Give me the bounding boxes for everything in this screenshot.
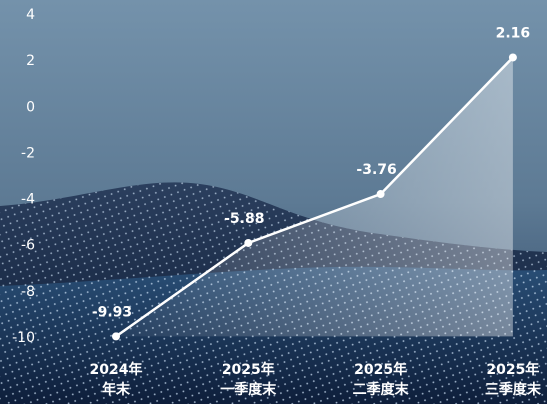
value-label: 2.16: [496, 25, 531, 41]
y-tick-label: 0: [26, 99, 35, 115]
y-tick-label: -4: [21, 192, 35, 208]
point: [508, 53, 517, 62]
value-label: -5.88: [224, 211, 264, 227]
x-tick-label: 2024年: [90, 361, 143, 378]
value-label: -9.93: [92, 304, 132, 320]
y-tick-label: 4: [26, 7, 35, 23]
y-tick-label: -2: [21, 145, 35, 161]
y-tick-label: 2: [26, 53, 35, 69]
x-tick-label: 一季度末: [220, 381, 277, 398]
point: [376, 190, 385, 199]
x-tick-label: 三季度末: [485, 381, 542, 398]
y-tick-label: -10: [12, 330, 35, 346]
x-tick-label: 2025年: [354, 361, 407, 378]
y-tick-label: -8: [21, 284, 35, 300]
line: [115, 56, 514, 338]
x-tick-label: 二季度末: [353, 381, 410, 398]
y-tick-label: -6: [21, 238, 35, 254]
value-label: -3.76: [356, 162, 396, 178]
x-tick-label: 年末: [102, 381, 131, 398]
x-tick-label: 2025年: [222, 361, 275, 378]
point: [244, 238, 253, 247]
point: [112, 332, 120, 341]
x-tick-label: 2025年: [486, 361, 539, 378]
